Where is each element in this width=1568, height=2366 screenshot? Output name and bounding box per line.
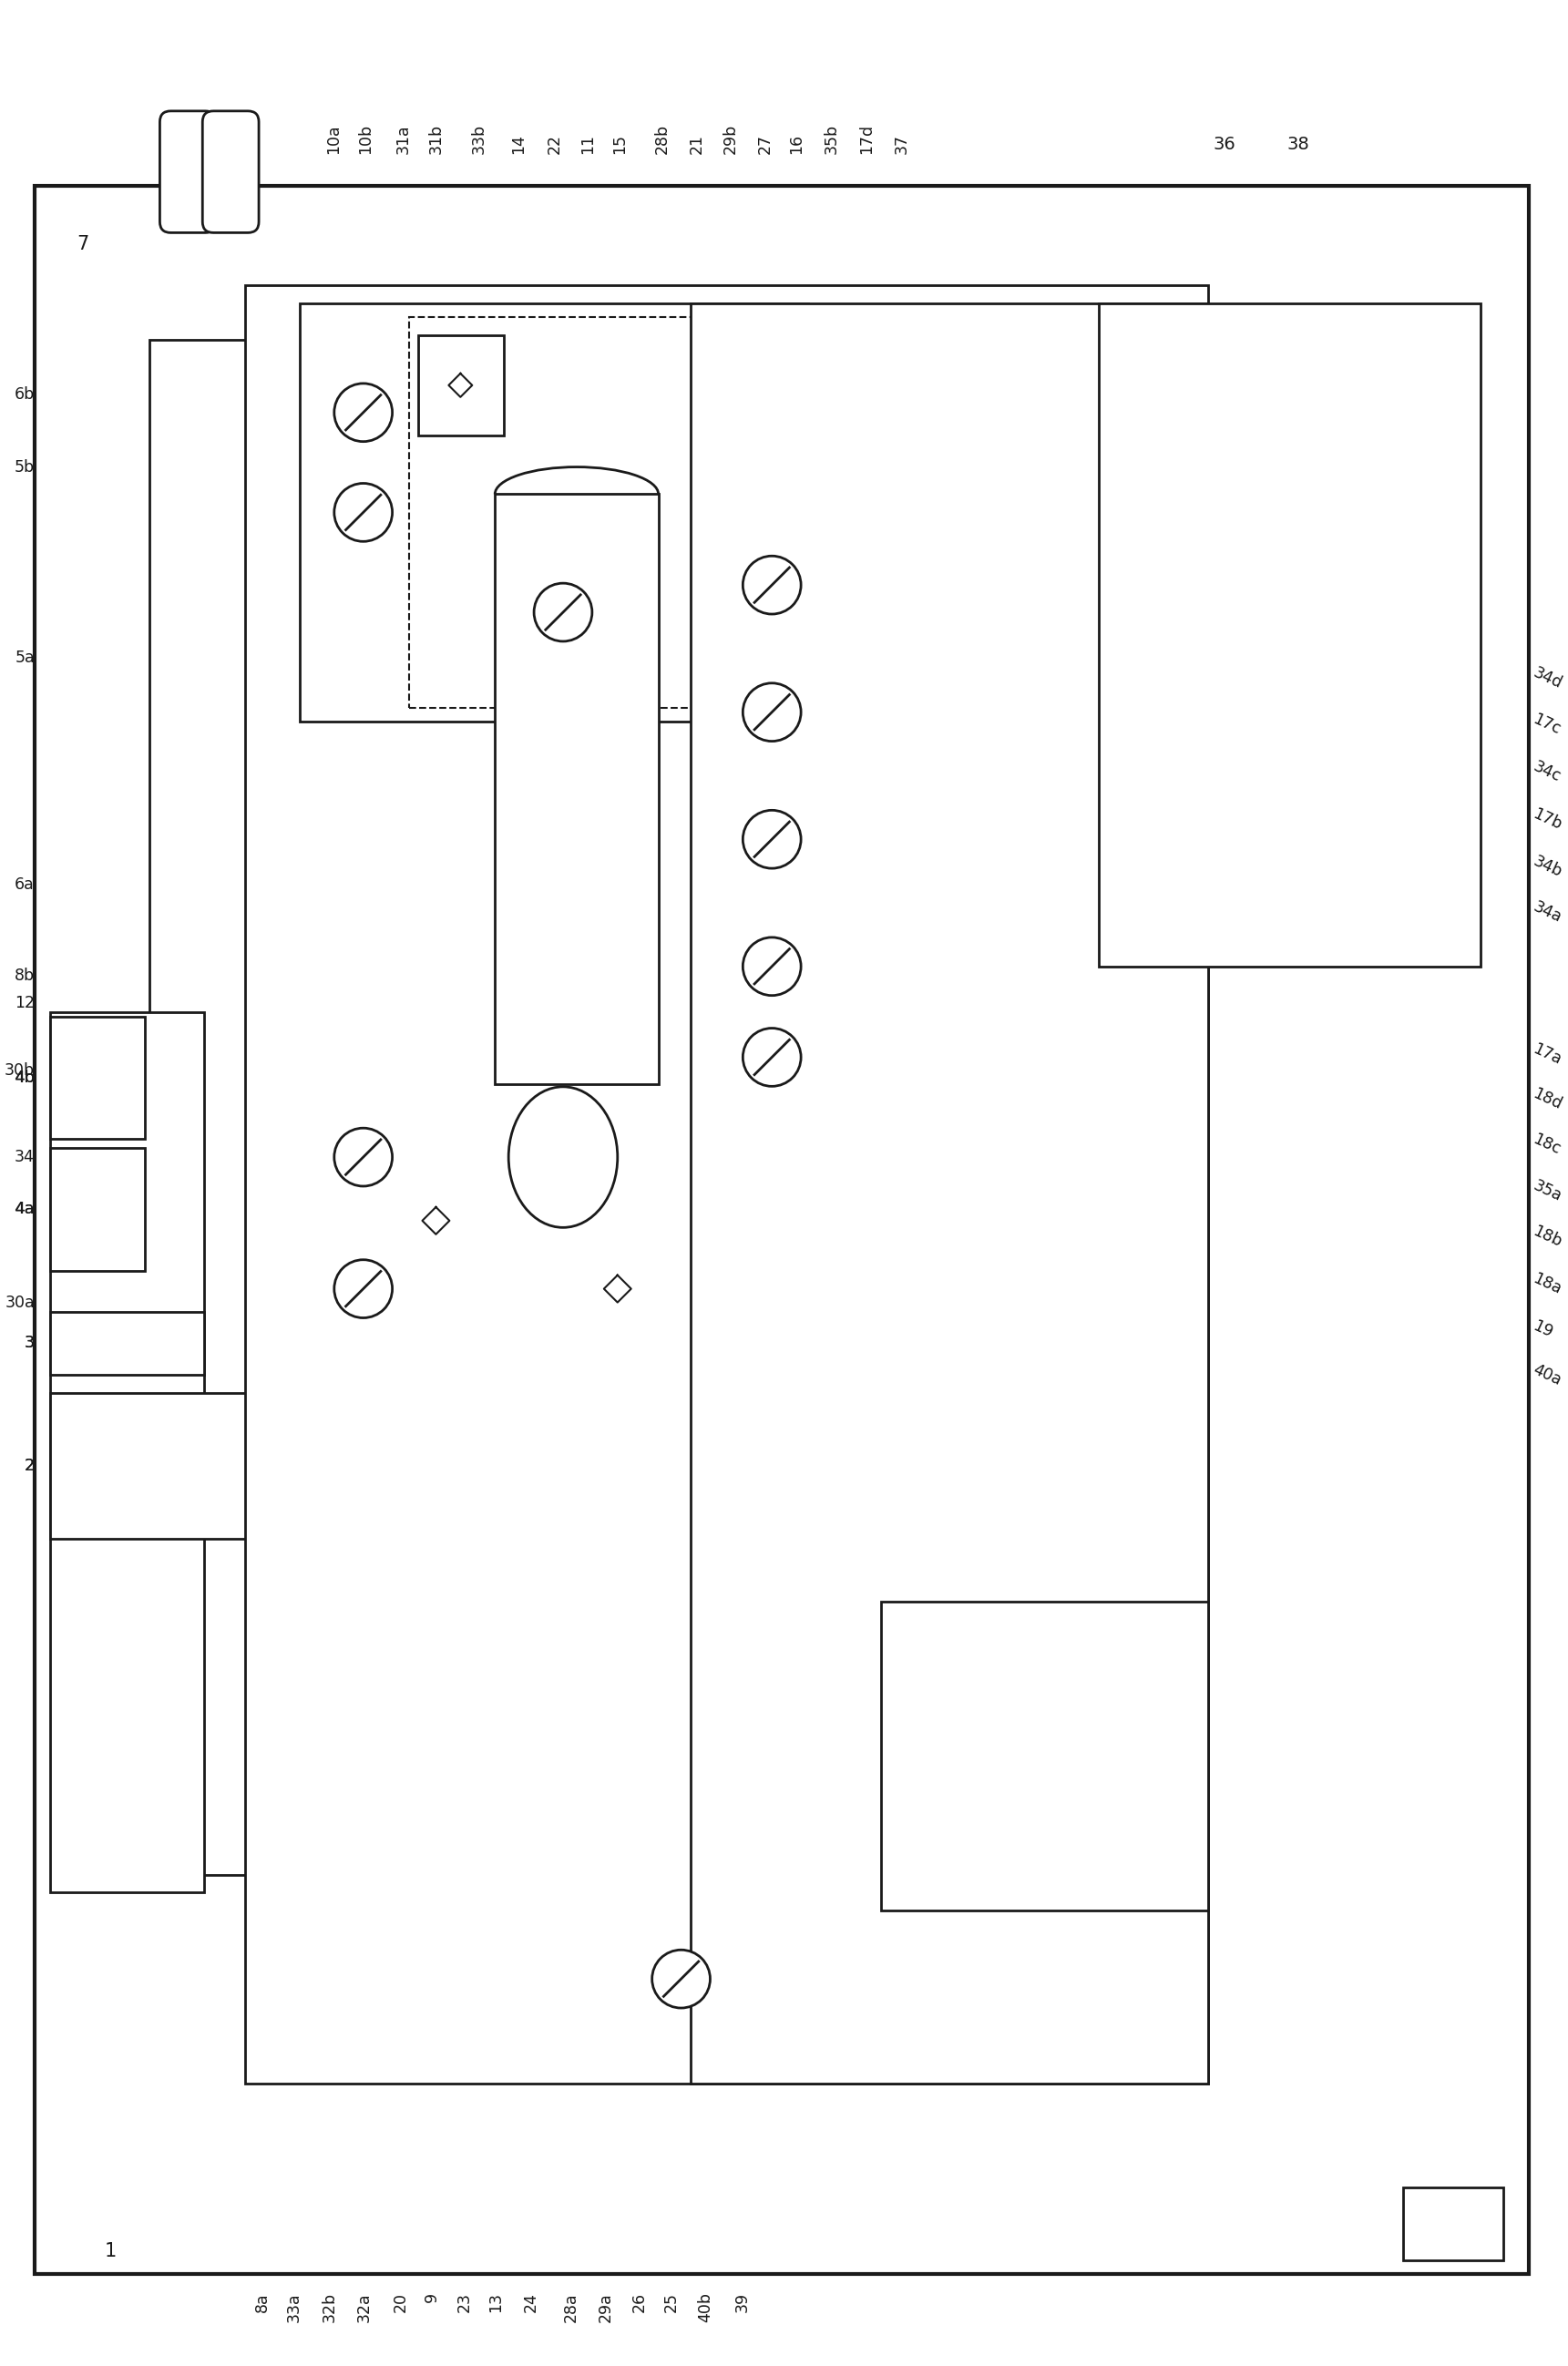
- Text: 31b: 31b: [428, 123, 444, 154]
- Text: 5a: 5a: [14, 651, 34, 665]
- Text: 18a: 18a: [1530, 1271, 1563, 1299]
- Text: 15: 15: [612, 132, 627, 154]
- Text: 8a: 8a: [254, 2293, 271, 2312]
- Text: 10b: 10b: [358, 123, 373, 154]
- Bar: [417, 336, 503, 435]
- Text: 34b: 34b: [1530, 852, 1565, 880]
- Text: 24: 24: [524, 2293, 539, 2312]
- Text: 8b: 8b: [14, 968, 34, 984]
- Text: 22: 22: [547, 132, 563, 154]
- Text: 29b: 29b: [721, 123, 739, 154]
- Text: 35a: 35a: [1530, 1176, 1563, 1204]
- Text: 6b: 6b: [14, 386, 34, 402]
- Text: 17b: 17b: [1530, 804, 1565, 833]
- Text: 28a: 28a: [563, 2293, 580, 2321]
- Text: 33b: 33b: [470, 123, 486, 154]
- Text: 12: 12: [14, 994, 34, 1010]
- Text: 7: 7: [77, 234, 89, 253]
- Ellipse shape: [508, 1086, 618, 1228]
- Text: 17d: 17d: [858, 123, 875, 154]
- Text: 9: 9: [423, 2293, 439, 2302]
- Circle shape: [652, 1950, 710, 2009]
- Text: 37: 37: [894, 132, 909, 154]
- Circle shape: [743, 684, 801, 741]
- Text: 34d: 34d: [1530, 665, 1565, 693]
- Text: 2: 2: [25, 1457, 34, 1474]
- Bar: [34, 185, 1529, 2274]
- Text: 11: 11: [580, 132, 596, 154]
- Circle shape: [743, 937, 801, 996]
- Circle shape: [334, 1129, 392, 1185]
- Text: 36: 36: [1214, 135, 1236, 154]
- Text: 4b: 4b: [14, 1069, 34, 1086]
- Circle shape: [334, 383, 392, 442]
- Bar: [263, 450, 318, 1874]
- Bar: [50, 1013, 204, 1893]
- Text: 25: 25: [663, 2293, 679, 2312]
- Bar: [1403, 2189, 1504, 2260]
- Text: 29a: 29a: [597, 2293, 615, 2321]
- Text: 32b: 32b: [321, 2293, 337, 2323]
- Text: 34a: 34a: [1530, 899, 1563, 925]
- Text: 18b: 18b: [1530, 1223, 1565, 1252]
- Text: 26: 26: [632, 2293, 648, 2312]
- FancyBboxPatch shape: [160, 111, 216, 232]
- Text: 40a: 40a: [1530, 1360, 1563, 1389]
- Text: 2: 2: [24, 1457, 34, 1474]
- Bar: [50, 1394, 304, 1538]
- Text: 1: 1: [105, 2243, 116, 2260]
- Text: 33a: 33a: [285, 2293, 303, 2321]
- Text: 18c: 18c: [1530, 1131, 1563, 1157]
- Text: 39: 39: [734, 2293, 750, 2312]
- Text: 13: 13: [488, 2293, 503, 2312]
- Text: 4a: 4a: [14, 1200, 34, 1216]
- Bar: [50, 1017, 146, 1138]
- Text: 19: 19: [1530, 1318, 1555, 1342]
- Circle shape: [334, 1259, 392, 1318]
- FancyBboxPatch shape: [202, 111, 259, 232]
- Text: 34: 34: [14, 1150, 34, 1166]
- Text: 4a: 4a: [16, 1200, 34, 1216]
- Text: 17a: 17a: [1530, 1041, 1563, 1067]
- Bar: [1099, 303, 1480, 965]
- Text: 32a: 32a: [356, 2293, 372, 2321]
- Bar: [495, 494, 659, 1084]
- Bar: [409, 317, 790, 707]
- Circle shape: [743, 1029, 801, 1086]
- Text: 17c: 17c: [1530, 712, 1563, 738]
- Bar: [50, 1311, 204, 1375]
- Text: 35b: 35b: [823, 123, 840, 154]
- Text: 6a: 6a: [14, 875, 34, 892]
- Text: 18d: 18d: [1530, 1086, 1565, 1112]
- Circle shape: [743, 809, 801, 868]
- Text: 38: 38: [1287, 135, 1309, 154]
- Text: 21: 21: [688, 132, 704, 154]
- Circle shape: [743, 556, 801, 615]
- Text: 3: 3: [25, 1334, 34, 1351]
- Text: 14: 14: [510, 135, 527, 154]
- Text: 31a: 31a: [395, 123, 411, 154]
- Circle shape: [334, 483, 392, 542]
- Bar: [881, 1602, 1207, 1912]
- Text: 16: 16: [789, 132, 804, 154]
- Text: 20: 20: [392, 2293, 409, 2312]
- Bar: [690, 303, 1207, 2084]
- Text: 4b: 4b: [14, 1069, 34, 1086]
- Text: 5b: 5b: [14, 459, 34, 476]
- Text: 23: 23: [456, 2293, 472, 2312]
- Text: 30b: 30b: [5, 1062, 34, 1079]
- Text: 3: 3: [24, 1334, 34, 1351]
- Text: 34c: 34c: [1530, 759, 1563, 786]
- Bar: [50, 1148, 146, 1271]
- Bar: [245, 286, 1207, 2084]
- Text: 30a: 30a: [5, 1294, 34, 1311]
- Circle shape: [535, 582, 593, 641]
- Text: 27: 27: [756, 132, 773, 154]
- Text: 28b: 28b: [654, 123, 670, 154]
- Bar: [299, 303, 808, 722]
- Text: 40b: 40b: [698, 2293, 713, 2323]
- Bar: [151, 341, 263, 1874]
- Text: 10a: 10a: [325, 123, 342, 154]
